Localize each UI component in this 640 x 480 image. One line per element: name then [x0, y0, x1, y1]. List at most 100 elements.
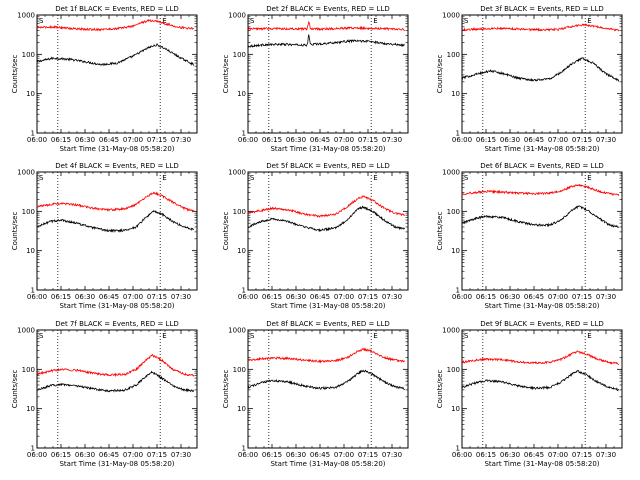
x-tick-label: 07:00 — [548, 136, 568, 144]
plot-frame — [461, 329, 623, 449]
chart-panel-1: Det 1f BLACK = Events, RED = LLD 06:00 06:… — [11, 5, 198, 153]
y-axis-label: Counts/sec — [11, 212, 19, 251]
y-tick-label: 10 — [26, 247, 35, 255]
x-tick-label: 06:15 — [51, 293, 71, 301]
series-lld-line — [247, 195, 405, 218]
x-tick-label: 06:00 — [27, 451, 47, 459]
series-lld-line — [461, 350, 619, 366]
y-tick-label: 1 — [456, 287, 460, 295]
marker-end-label: E — [162, 174, 166, 182]
x-tick-label: 06:45 — [99, 293, 119, 301]
plot-frame — [247, 14, 409, 134]
marker-start-label: S — [250, 17, 255, 25]
x-axis-label: Start Time (31-May-08 05:58:20) — [484, 302, 599, 310]
series-events-line — [247, 369, 406, 391]
chart-title: Det 8f BLACK = Events, RED = LLD — [266, 320, 389, 328]
marker-start-label: S — [464, 332, 469, 340]
x-tick-label: 07:15 — [147, 136, 167, 144]
chart-panel-5: Det 5f BLACK = Events, RED = LLD 06:00 06:… — [222, 162, 409, 310]
x-tick-label: 06:00 — [238, 136, 258, 144]
series-lld-line — [247, 347, 406, 364]
series-lld-line — [247, 20, 406, 32]
x-tick-label: 06:15 — [51, 451, 71, 459]
x-axis-label: Start Time (31-May-08 05:58:20) — [59, 145, 174, 153]
chart-title: Det 6f BLACK = Events, RED = LLD — [480, 162, 603, 170]
marker-end-label: E — [373, 17, 377, 25]
x-tick-label: 06:30 — [75, 136, 95, 144]
plot-frame — [461, 171, 623, 291]
x-tick-label: 06:30 — [500, 293, 520, 301]
x-tick-label: 06:45 — [524, 451, 544, 459]
marker-end-label: E — [373, 174, 377, 182]
y-axis-label: Counts/sec — [436, 370, 444, 409]
chart-panel-2: Det 2f BLACK = Events, RED = LLD 06:00 06:… — [222, 5, 409, 153]
x-tick-label: 06:45 — [310, 293, 330, 301]
y-tick-label: 10 — [26, 405, 35, 413]
series-events-line — [461, 56, 620, 82]
chart-title: Det 3f BLACK = Events, RED = LLD — [480, 5, 603, 13]
y-tick-label: 1000 — [228, 327, 246, 335]
x-tick-label: 06:45 — [524, 136, 544, 144]
x-tick-label: 06:00 — [238, 451, 258, 459]
y-axis-label: Counts/sec — [222, 212, 230, 251]
plot-frame — [36, 171, 198, 291]
x-axis-label: Start Time (31-May-08 05:58:20) — [59, 302, 174, 310]
x-tick-label: 06:45 — [310, 451, 330, 459]
x-tick-label: 06:30 — [286, 293, 306, 301]
y-tick-label: 1 — [456, 130, 460, 138]
y-tick-label: 1000 — [442, 327, 460, 335]
y-axis-label: Counts/sec — [436, 55, 444, 94]
y-tick-label: 100 — [22, 208, 35, 216]
marker-end-label: E — [162, 332, 166, 340]
x-tick-label: 07:30 — [171, 451, 191, 459]
x-tick-label: 07:30 — [596, 293, 616, 301]
x-tick-label: 06:15 — [476, 293, 496, 301]
plot-frame — [247, 329, 409, 449]
marker-start-label: S — [464, 174, 469, 182]
chart-panel-7: Det 7f BLACK = Events, RED = LLD 06:00 06:… — [11, 320, 198, 468]
y-tick-label: 1 — [31, 445, 35, 453]
x-tick-label: 07:00 — [123, 293, 143, 301]
series-lld-line — [461, 23, 620, 32]
x-tick-label: 07:15 — [358, 293, 378, 301]
x-tick-label: 06:30 — [75, 451, 95, 459]
chart-panel-3: Det 3f BLACK = Events, RED = LLD 06:00 06:… — [436, 5, 623, 153]
marker-end-label: E — [587, 17, 591, 25]
x-tick-label: 07:15 — [572, 451, 592, 459]
x-tick-label: 06:30 — [500, 451, 520, 459]
y-axis-label: Counts/sec — [436, 212, 444, 251]
marker-end-label: E — [587, 174, 591, 182]
y-tick-label: 1 — [31, 287, 35, 295]
x-tick-label: 07:30 — [596, 451, 616, 459]
plot-frame — [36, 329, 198, 449]
series-events-line — [247, 205, 405, 233]
y-tick-label: 100 — [447, 51, 460, 59]
y-tick-label: 10 — [451, 90, 460, 98]
x-axis-label: Start Time (31-May-08 05:58:20) — [270, 145, 385, 153]
x-tick-label: 06:45 — [310, 136, 330, 144]
y-tick-label: 1000 — [17, 169, 35, 177]
x-tick-label: 07:15 — [147, 451, 167, 459]
marker-start-label: S — [464, 17, 469, 25]
x-tick-label: 07:00 — [123, 136, 143, 144]
y-tick-label: 100 — [233, 366, 246, 374]
plot-frame — [36, 14, 198, 134]
x-axis-label: Start Time (31-May-08 05:58:20) — [270, 302, 385, 310]
y-tick-label: 100 — [233, 208, 246, 216]
y-tick-label: 1 — [242, 130, 246, 138]
x-tick-label: 06:15 — [262, 293, 282, 301]
chart-panel-4: Det 4f BLACK = Events, RED = LLD 06:00 06:… — [11, 162, 198, 310]
chart-title: Det 5f BLACK = Events, RED = LLD — [266, 162, 389, 170]
plot-frame — [247, 171, 409, 291]
y-axis-label: Counts/sec — [11, 55, 19, 94]
x-tick-label: 07:00 — [548, 293, 568, 301]
chart-panel-6: Det 6f BLACK = Events, RED = LLD 06:00 06:… — [436, 162, 623, 310]
marker-start-label: S — [39, 174, 44, 182]
series-lld-line — [36, 191, 195, 213]
x-tick-label: 06:00 — [452, 136, 472, 144]
y-tick-label: 1 — [31, 130, 35, 138]
x-tick-label: 07:30 — [171, 293, 191, 301]
chart-title: Det 7f BLACK = Events, RED = LLD — [55, 320, 178, 328]
x-tick-label: 07:00 — [548, 451, 568, 459]
